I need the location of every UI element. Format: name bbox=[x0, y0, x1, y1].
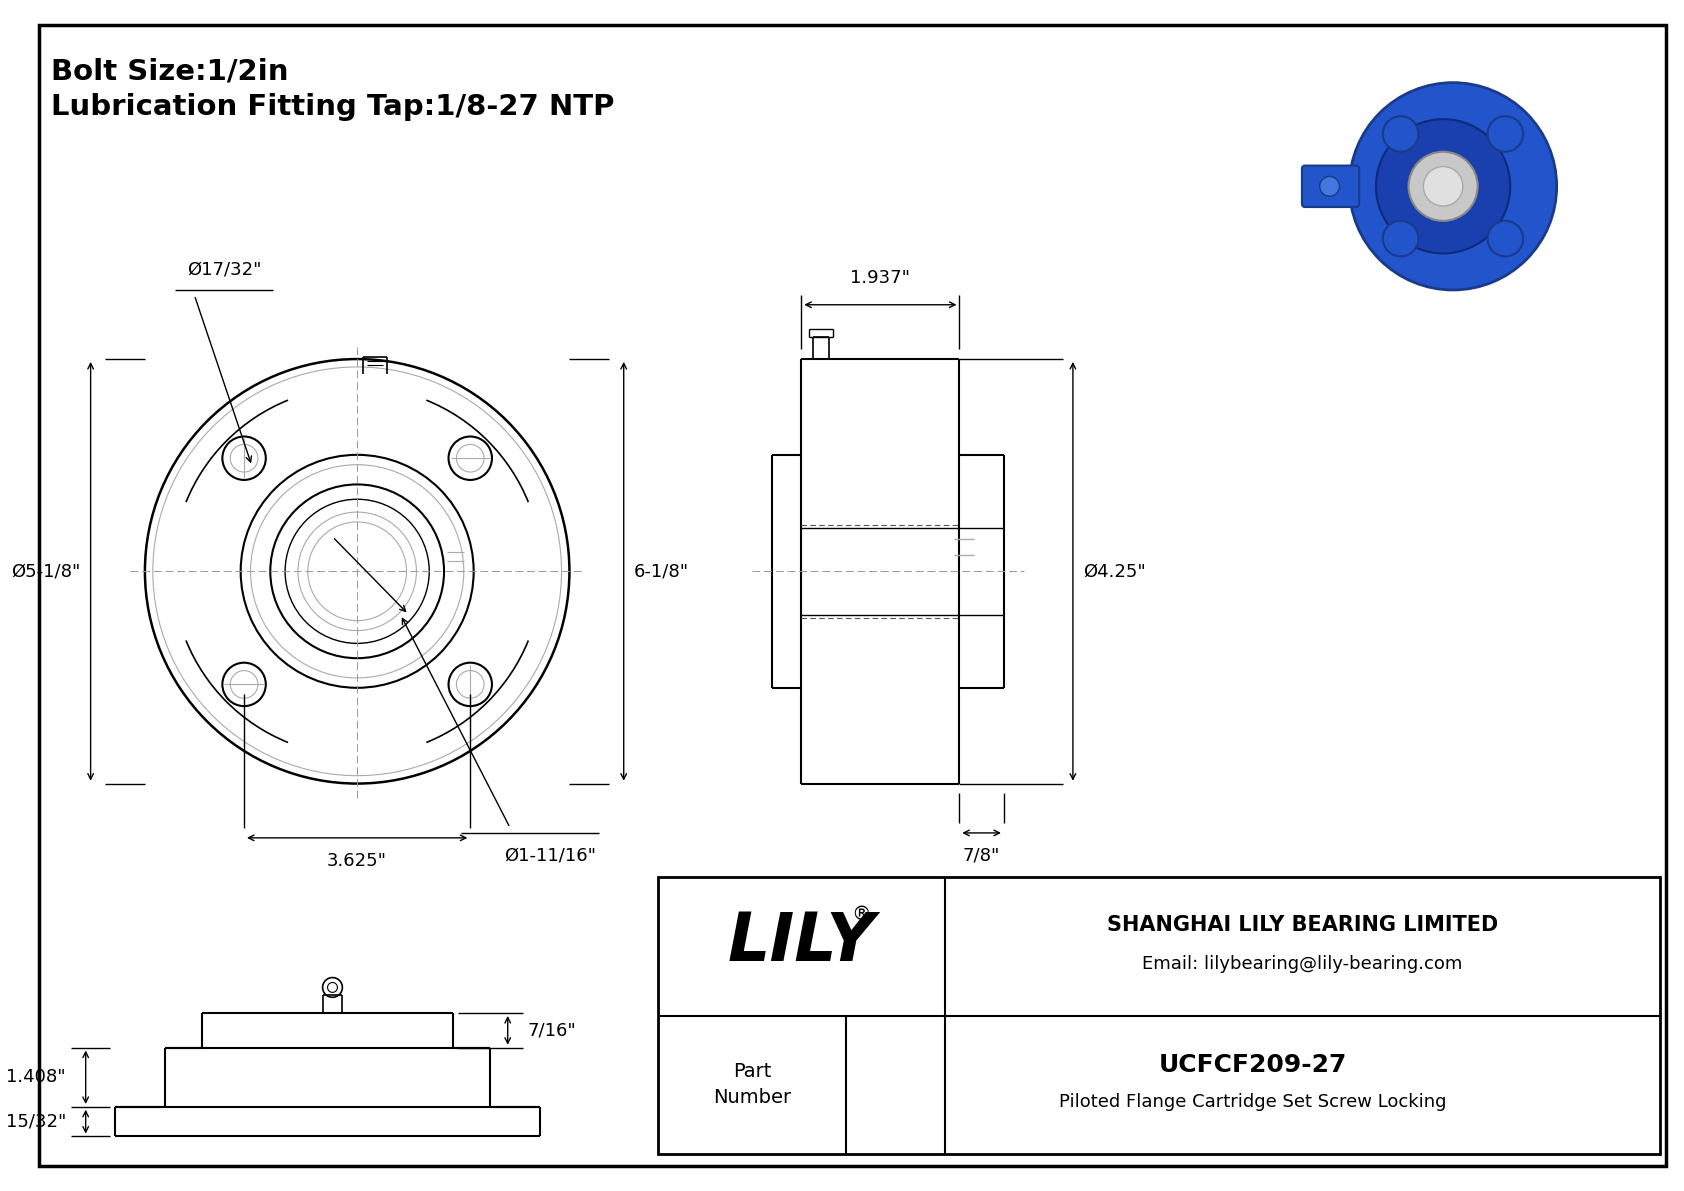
Text: Ø4.25": Ø4.25" bbox=[1083, 562, 1145, 580]
Circle shape bbox=[1349, 82, 1556, 289]
Text: UCFCF209-27: UCFCF209-27 bbox=[1159, 1053, 1347, 1077]
Text: 15/32": 15/32" bbox=[5, 1112, 66, 1130]
Text: Ø17/32": Ø17/32" bbox=[187, 260, 261, 279]
Circle shape bbox=[323, 978, 342, 997]
Text: Bolt Size:1/2in: Bolt Size:1/2in bbox=[51, 58, 288, 86]
FancyBboxPatch shape bbox=[1302, 166, 1359, 207]
Text: ®: ® bbox=[850, 905, 871, 924]
Text: Piloted Flange Cartridge Set Screw Locking: Piloted Flange Cartridge Set Screw Locki… bbox=[1059, 1093, 1447, 1111]
Circle shape bbox=[1383, 220, 1418, 256]
Text: Ø5-1/8": Ø5-1/8" bbox=[12, 562, 81, 580]
Bar bbox=[658, 878, 1660, 1154]
Circle shape bbox=[1376, 119, 1511, 254]
Text: 7/16": 7/16" bbox=[527, 1022, 576, 1040]
Text: Part
Number: Part Number bbox=[712, 1062, 791, 1108]
Text: 6-1/8": 6-1/8" bbox=[633, 562, 689, 580]
Circle shape bbox=[1487, 117, 1522, 151]
Circle shape bbox=[1408, 151, 1477, 220]
Text: 1.408": 1.408" bbox=[7, 1068, 66, 1086]
Text: LILY: LILY bbox=[727, 909, 876, 974]
Text: Ø1-11/16": Ø1-11/16" bbox=[504, 847, 596, 865]
Text: Email: lilybearing@lily-bearing.com: Email: lilybearing@lily-bearing.com bbox=[1142, 955, 1463, 973]
Text: Lubrication Fitting Tap:1/8-27 NTP: Lubrication Fitting Tap:1/8-27 NTP bbox=[51, 93, 615, 120]
Circle shape bbox=[1487, 220, 1522, 256]
Text: 3.625": 3.625" bbox=[327, 852, 387, 869]
Circle shape bbox=[1423, 167, 1463, 206]
Circle shape bbox=[1383, 117, 1418, 151]
Text: SHANGHAI LILY BEARING LIMITED: SHANGHAI LILY BEARING LIMITED bbox=[1106, 915, 1499, 935]
Text: 7/8": 7/8" bbox=[963, 847, 1000, 865]
Circle shape bbox=[1320, 176, 1339, 197]
Text: 1.937": 1.937" bbox=[850, 269, 911, 287]
